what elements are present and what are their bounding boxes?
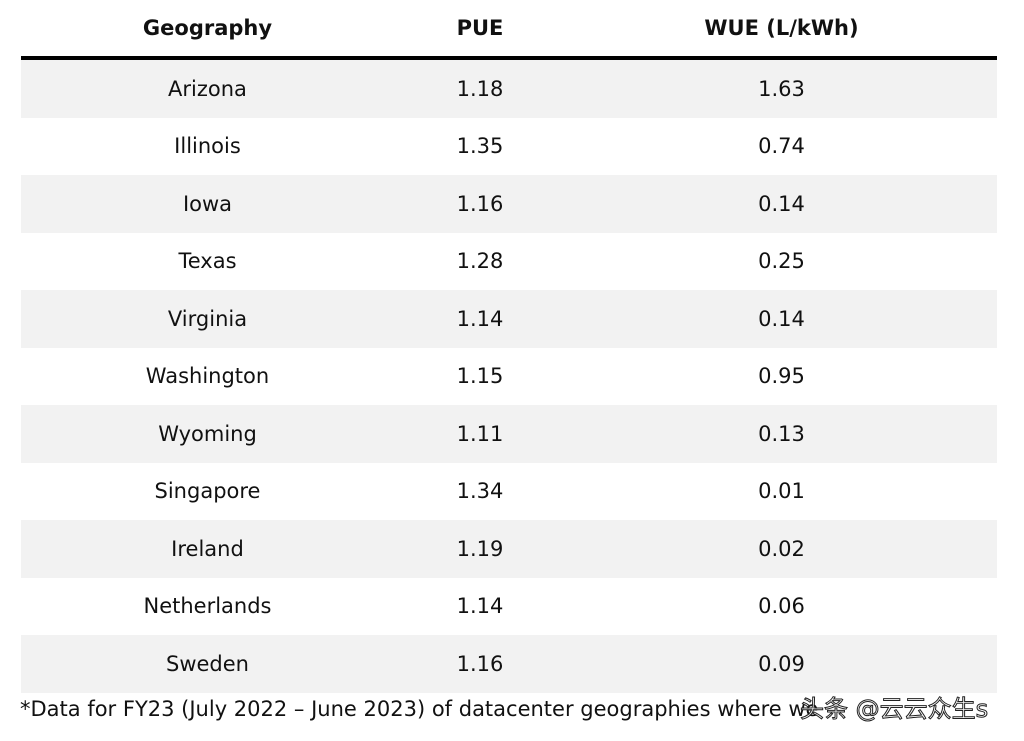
table-row: Ireland 1.19 0.02 [21,520,997,578]
cell-wue: 0.14 [566,175,997,233]
table-body: Arizona 1.18 1.63 Illinois 1.35 0.74 Iow… [21,58,997,693]
table-row: Virginia 1.14 0.14 [21,290,997,348]
cell-geography: Arizona [21,58,394,118]
data-table: Geography PUE WUE (L/kWh) Arizona 1.18 1… [21,0,997,693]
cell-geography: Netherlands [143,594,272,619]
cell-pue: 1.34 [456,479,504,504]
table-row: Arizona 1.18 1.63 [21,58,997,118]
watermark: 头条 @云云众生s [799,695,989,724]
header-wue: WUE (L/kWh) [566,0,997,60]
cell-geography: Sweden [21,635,394,693]
cell-pue: 1.19 [394,520,566,578]
cell-pue: 1.14 [456,594,504,619]
cell-pue: 1.16 [394,635,566,693]
cell-pue: 1.11 [394,405,566,463]
cell-pue: 1.16 [394,175,566,233]
cell-wue: 0.25 [758,249,805,274]
cell-wue: 0.09 [566,635,997,693]
cell-pue: 1.18 [394,58,566,118]
cell-wue: 0.02 [566,520,997,578]
table-row: Netherlands 1.14 0.06 [21,578,997,636]
header-row: Geography PUE WUE (L/kWh) [21,0,997,60]
table-row: Sweden 1.16 0.09 [21,635,997,693]
cell-geography: Wyoming [21,405,394,463]
table-row: Illinois 1.35 0.74 [21,118,997,176]
cell-geography: Washington [145,364,270,389]
cell-geography: Ireland [21,520,394,578]
table-row: Singapore 1.34 0.01 [21,463,997,521]
cell-wue: 0.95 [758,364,805,389]
cell-pue: 1.14 [394,290,566,348]
footnote: *Data for FY23 (July 2022 – June 2023) o… [20,697,819,721]
cell-wue: 0.13 [566,405,997,463]
cell-geography: Iowa [21,175,394,233]
cell-geography: Singapore [154,479,261,504]
header-pue: PUE [394,0,566,60]
table-row: Iowa 1.16 0.14 [21,175,997,233]
cell-geography: Virginia [21,290,394,348]
table-row: Texas 1.28 0.25 [21,233,997,291]
cell-pue: 1.35 [456,134,504,159]
header-geography: Geography [21,0,394,60]
data-table-container: Geography PUE WUE (L/kWh) Arizona 1.18 1… [21,0,997,693]
table-row: Washington 1.15 0.95 [21,348,997,406]
cell-wue: 0.14 [566,290,997,348]
cell-pue: 1.15 [456,364,504,389]
cell-geography: Texas [178,249,237,274]
table-row: Wyoming 1.11 0.13 [21,405,997,463]
cell-geography: Illinois [174,134,241,159]
cell-wue: 1.63 [566,58,997,118]
cell-pue: 1.28 [456,249,504,274]
table-header: Geography PUE WUE (L/kWh) [21,0,997,60]
cell-wue: 0.01 [758,479,805,504]
cell-wue: 0.06 [758,594,805,619]
cell-wue: 0.74 [758,134,805,159]
